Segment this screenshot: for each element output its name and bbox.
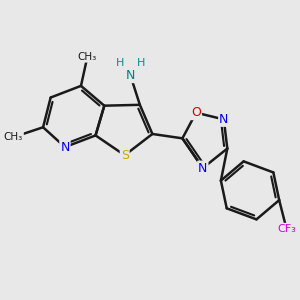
Text: H: H: [116, 58, 124, 68]
Text: CF₃: CF₃: [277, 224, 296, 234]
Text: CH₃: CH₃: [78, 52, 97, 62]
Text: N: N: [60, 141, 70, 154]
Text: S: S: [121, 149, 129, 162]
Text: CH₃: CH₃: [4, 132, 23, 142]
Text: O: O: [191, 106, 201, 119]
Text: H: H: [136, 58, 145, 68]
Text: N: N: [126, 69, 135, 82]
Text: N: N: [198, 162, 208, 175]
Text: N: N: [219, 113, 229, 126]
